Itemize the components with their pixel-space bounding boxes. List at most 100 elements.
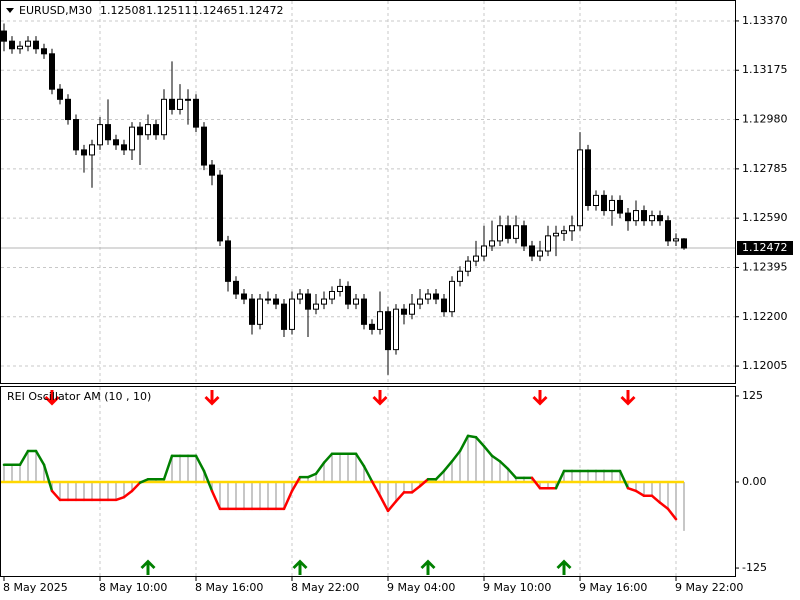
- candle-body: [481, 245, 487, 257]
- candle-body: [297, 293, 303, 300]
- candle-body: [665, 220, 671, 242]
- candle-body: [321, 298, 327, 305]
- candle-body: [193, 98, 199, 128]
- candle-body: [9, 40, 15, 50]
- candle-body: [97, 124, 103, 146]
- candle-body: [649, 215, 655, 222]
- oscillator-line: [650, 494, 662, 504]
- candle-body: [521, 225, 527, 247]
- candle-body: [433, 293, 439, 300]
- oscillator-line: [138, 477, 150, 484]
- candle-body: [65, 98, 71, 121]
- buy-arrow: [420, 559, 436, 575]
- candle-body: [545, 235, 551, 252]
- sell-arrow: [532, 390, 548, 406]
- y-tick-label: 1.12785: [742, 162, 788, 175]
- candle-body: [249, 298, 255, 325]
- candle-body: [337, 285, 343, 292]
- candle-body: [17, 45, 23, 50]
- y-tick-label: 1.12980: [742, 113, 788, 126]
- candle-body: [569, 225, 575, 232]
- candle-body: [89, 144, 95, 156]
- oscillator-line: [354, 452, 366, 468]
- candle-body: [41, 48, 47, 55]
- x-tick-label: 9 May 10:00: [483, 581, 551, 594]
- candle-body: [465, 260, 471, 272]
- candle-body: [73, 119, 79, 151]
- oscillator-line: [634, 489, 646, 498]
- y-tick-label: 0.00: [742, 475, 767, 488]
- oscillator-line: [162, 454, 174, 481]
- candle-body: [329, 290, 335, 300]
- current-price-label: 1.12472: [742, 241, 788, 254]
- y-tick-label: 1.13370: [742, 14, 788, 27]
- candle-body: [489, 240, 495, 247]
- x-tick-label: 8 May 16:00: [195, 581, 263, 594]
- oscillator-line: [474, 436, 486, 448]
- candle-body: [497, 225, 503, 242]
- oscillator-line: [50, 489, 62, 502]
- candle-body: [281, 303, 287, 330]
- candle-body: [673, 238, 679, 242]
- candle-body: [177, 98, 183, 110]
- sell-arrow: [372, 390, 388, 406]
- oscillator-line: [362, 464, 374, 483]
- candle-body: [449, 280, 455, 313]
- y-tick-label: 125: [742, 389, 763, 402]
- y-tick-label: 1.12395: [742, 260, 788, 273]
- candle-body: [241, 293, 247, 300]
- candle-body: [209, 164, 215, 176]
- candle-body: [457, 270, 463, 282]
- oscillator-line: [434, 469, 446, 481]
- oscillator-line: [506, 467, 518, 480]
- candle-body: [441, 298, 447, 313]
- oscillator-panel: [1, 387, 685, 576]
- candle-body: [113, 139, 119, 146]
- candle-body: [217, 174, 223, 242]
- candle-body: [57, 88, 63, 100]
- candle-body: [145, 124, 151, 136]
- candle-body: [153, 124, 159, 136]
- oscillator-line: [378, 494, 390, 513]
- candle-body: [625, 212, 631, 222]
- candle-body: [185, 98, 191, 101]
- oscillator-line: [410, 484, 422, 494]
- sell-arrow: [204, 390, 220, 406]
- candle-body: [425, 293, 431, 300]
- oscillator-line: [18, 449, 30, 467]
- oscillator-line: [202, 469, 214, 493]
- x-tick-label: 8 May 2025: [3, 581, 68, 594]
- candle-body: [137, 126, 143, 136]
- candle-body: [537, 250, 543, 257]
- candle-body: [225, 240, 231, 282]
- candle-body: [505, 225, 511, 239]
- oscillator-line: [490, 454, 502, 463]
- candle-body: [81, 149, 87, 156]
- oscillator-line: [458, 434, 470, 453]
- oscillator-line: [194, 454, 206, 473]
- header-close: 1.12472: [238, 4, 284, 17]
- oscillator-line: [290, 475, 302, 493]
- x-tick-label: 8 May 10:00: [99, 581, 167, 594]
- oscillator-line: [466, 434, 478, 439]
- oscillator-line: [122, 489, 134, 499]
- candle-body: [633, 210, 639, 222]
- candle-body: [641, 210, 647, 222]
- y-tick-label: 1.12005: [742, 359, 788, 372]
- menu-triangle[interactable]: [6, 8, 14, 13]
- candle-body: [401, 308, 407, 315]
- oscillator-line: [210, 489, 222, 511]
- buy-arrow: [292, 559, 308, 575]
- oscillator-line: [114, 495, 126, 502]
- x-tick-label: 9 May 16:00: [579, 581, 647, 594]
- oscillator-line: [626, 486, 638, 493]
- candle-body: [417, 298, 423, 305]
- candle-body: [609, 199, 615, 212]
- oscillator-line: [482, 444, 494, 458]
- candle-body: [553, 232, 559, 237]
- oscillator-line: [370, 480, 382, 498]
- header-high: 1.12511: [146, 4, 192, 17]
- candle-body: [601, 194, 607, 212]
- candle-body: [161, 98, 167, 136]
- oscillator-line: [418, 477, 430, 488]
